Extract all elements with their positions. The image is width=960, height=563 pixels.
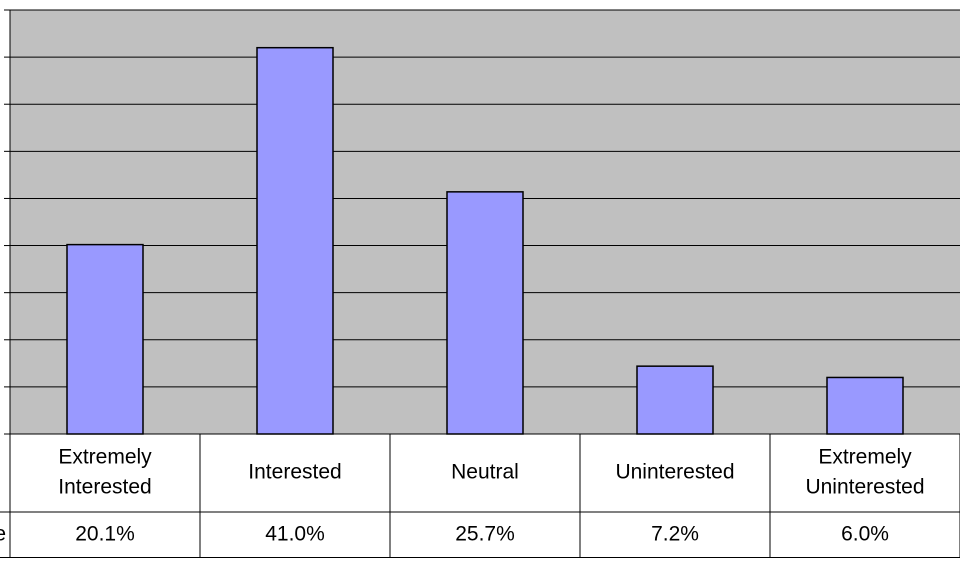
data-label: 6.0% [841, 523, 889, 546]
x-tick-label: Interested [58, 476, 151, 499]
x-tick-label: Uninterested [805, 476, 924, 499]
x-tick-label: Interested [248, 461, 341, 484]
data-label: 20.1% [75, 523, 135, 546]
x-tick-label: Extremely [58, 446, 152, 469]
bar [636, 365, 714, 435]
data-table: Extremely Interested Interested Neutral Unin… [0, 434, 960, 558]
bar [446, 191, 524, 435]
axis [4, 9, 960, 435]
x-tick-label: Neutral [451, 461, 519, 484]
data-label: 41.0% [265, 523, 325, 546]
bar [66, 243, 144, 435]
bars [66, 46, 904, 435]
table-row-label: e [0, 523, 6, 546]
x-tick-label: Uninterested [615, 461, 734, 484]
bar [826, 376, 904, 435]
x-tick-label: Extremely [818, 446, 912, 469]
bar [256, 46, 334, 435]
data-label: 7.2% [651, 523, 699, 546]
data-label: 25.7% [455, 523, 515, 546]
